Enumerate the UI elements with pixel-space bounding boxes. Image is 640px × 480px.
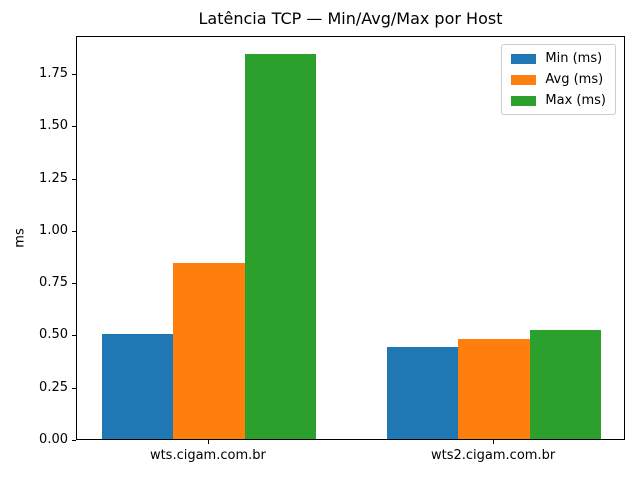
chart-title: Latência TCP — Min/Avg/Max por Host (198, 9, 503, 28)
legend: Min (ms) Avg (ms) Max (ms) (501, 44, 616, 115)
x-tick-label-wts.cigam.com.br: wts.cigam.com.br (149, 448, 266, 463)
y-tick-mark (72, 440, 76, 441)
y-tick-label: 1.00 (39, 222, 68, 238)
bar-avg-ms--wts2.cigam.com.br (458, 338, 530, 439)
legend-swatch-icon (511, 53, 537, 64)
legend-label: Max (ms) (545, 93, 606, 108)
x-tick-label-wts2.cigam.com.br: wts2.cigam.com.br (431, 448, 556, 463)
y-tick-mark (72, 283, 76, 285)
y-tick-label: 1.25 (39, 170, 68, 186)
y-tick-mark (72, 74, 76, 76)
y-tick-mark (72, 335, 76, 337)
bar-min-ms--wts2.cigam.com.br (387, 347, 459, 439)
bar-avg-ms--wts.cigam.com.br (173, 263, 245, 439)
legend-label: Avg (ms) (545, 72, 604, 87)
legend-item: Avg (ms) (511, 73, 606, 86)
legend-swatch-icon (511, 95, 537, 106)
y-tick-mark (72, 387, 76, 389)
y-tick-label: 0.50 (39, 327, 68, 343)
y-tick-mark (72, 230, 76, 232)
y-tick-mark (72, 178, 76, 180)
bar-max-ms--wts2.cigam.com.br (529, 330, 601, 439)
bar-min-ms--wts.cigam.com.br (102, 334, 174, 439)
plot-area: Min (ms) Avg (ms) Max (ms) (76, 36, 625, 440)
legend-label: Min (ms) (545, 51, 603, 66)
y-tick-label: 1.50 (39, 118, 68, 134)
x-tick-mark (207, 440, 209, 444)
y-tick-label: 1.75 (39, 66, 68, 82)
y-tick-label: 0.25 (39, 379, 68, 395)
legend-swatch-icon (511, 74, 537, 85)
y-tick-label: 0.00 (39, 432, 68, 447)
x-tick-mark (493, 440, 495, 444)
legend-item: Min (ms) (511, 52, 606, 65)
y-tick-label: 0.75 (39, 275, 68, 291)
bar-max-ms--wts.cigam.com.br (244, 54, 316, 439)
legend-item: Max (ms) (511, 94, 606, 107)
y-tick-mark (72, 126, 76, 128)
